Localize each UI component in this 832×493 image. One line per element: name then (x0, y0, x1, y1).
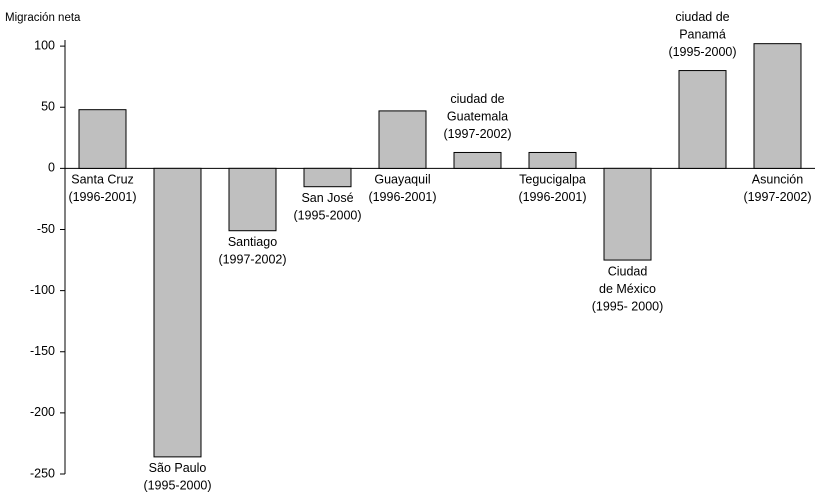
y-tick-label: 100 (34, 38, 55, 52)
x-tick-label: ciudad de (450, 92, 504, 106)
x-tick-label: (1996-2001) (68, 190, 136, 204)
bar (228, 167, 277, 232)
y-tick-label: -250 (30, 466, 55, 480)
y-axis-label: Migración neta (5, 12, 81, 24)
bar (528, 151, 577, 169)
y-tick-label: 0 (48, 161, 55, 175)
x-tick-label: (1995-2000) (143, 479, 211, 493)
y-tick-label: 50 (41, 100, 55, 114)
bar (453, 151, 502, 169)
x-tick-label: (1995-2000) (668, 45, 736, 59)
x-tick-label: Santiago (228, 235, 277, 249)
x-tick-label: de México (599, 282, 656, 296)
x-tick-label: Tegucigalpa (519, 173, 586, 187)
bar (303, 167, 352, 188)
x-tick-label: (1997-2002) (743, 190, 811, 204)
bar (603, 167, 652, 261)
bar (678, 70, 727, 169)
bar (378, 110, 427, 169)
x-tick-label: ciudad de (675, 10, 729, 24)
bar (753, 43, 802, 169)
x-tick-label: Ciudad (608, 264, 648, 278)
x-tick-label: Guayaquil (374, 173, 430, 187)
bar (153, 167, 202, 458)
x-tick-label: (1996-2001) (368, 190, 436, 204)
x-tick-label: Guatemala (447, 109, 508, 123)
x-tick-label: (1997-2002) (218, 253, 286, 267)
x-tick-label: Asunción (752, 173, 803, 187)
x-tick-label: Santa Cruz (71, 173, 134, 187)
x-tick-label: (1995-2000) (293, 209, 361, 223)
x-tick-label: (1996-2001) (518, 190, 586, 204)
y-tick-label: -100 (30, 283, 55, 297)
y-tick-label: -200 (30, 405, 55, 419)
bar (78, 109, 127, 169)
y-tick-label: -50 (37, 222, 55, 236)
x-tick-label: Panamá (679, 27, 726, 41)
x-tick-label: (1997-2002) (443, 127, 511, 141)
y-tick-label: -150 (30, 344, 55, 358)
x-tick-label: (1995- 2000) (592, 299, 664, 313)
x-tick-label: São Paulo (149, 461, 207, 475)
x-tick-label: San José (301, 191, 353, 205)
